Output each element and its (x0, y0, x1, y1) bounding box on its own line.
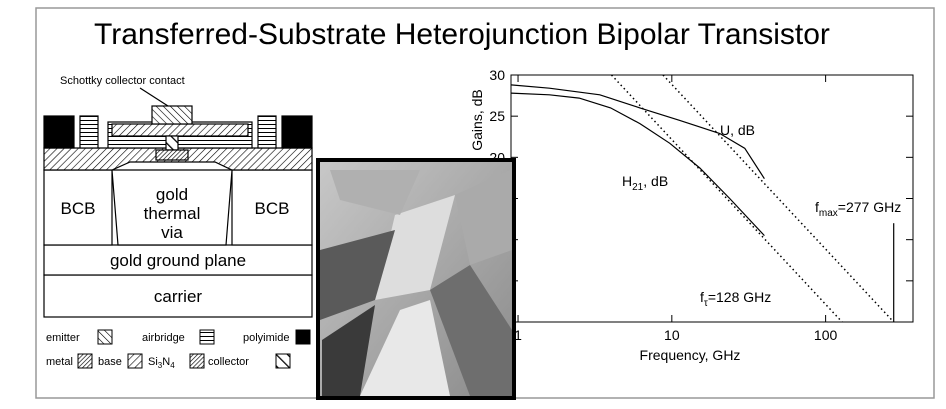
y-tick-label: 30 (489, 67, 505, 83)
carrier-label: carrier (154, 287, 203, 306)
x-tick-label: 100 (814, 327, 838, 343)
y-axis-label: Gains, dB (469, 89, 485, 150)
ground-plane-label: gold ground plane (110, 251, 246, 270)
legend-label: airbridge (142, 332, 185, 344)
bcb-label: BCB (255, 199, 290, 218)
legend-label: emitter (46, 332, 80, 344)
slide-title: Transferred-Substrate Heterojunction Bip… (94, 18, 830, 51)
x-tick-label: 10 (664, 327, 680, 343)
data-line (511, 92, 765, 237)
via-label: via (161, 223, 183, 242)
y-tick-label: 25 (489, 108, 505, 124)
x-axis-label: Frequency, GHz (640, 347, 741, 363)
contact-label: Schottky collector contact (60, 75, 185, 87)
legend-label: base (98, 356, 122, 368)
legend-label: metal (46, 356, 73, 368)
x-tick-label: 1 (514, 327, 522, 343)
annotation: fmax=277 GHz (815, 199, 901, 219)
annotation: fτ=128 GHz (700, 289, 771, 309)
legend: emitter airbridge polyimide metal base S… (46, 329, 311, 370)
annotation: H21, dB (622, 173, 668, 193)
data-line (511, 84, 765, 180)
via-label: thermal (144, 204, 201, 223)
via-label: gold (156, 185, 188, 204)
legend-label: polyimide (243, 332, 289, 344)
device-photo (316, 158, 516, 400)
legend-label: Si3N4 (148, 356, 175, 370)
cross-section: Schottky collector contact BCB BCB gold … (43, 75, 313, 318)
annotation: U, dB (720, 122, 755, 138)
legend-label: collector (208, 356, 249, 368)
bcb-label: BCB (61, 199, 96, 218)
